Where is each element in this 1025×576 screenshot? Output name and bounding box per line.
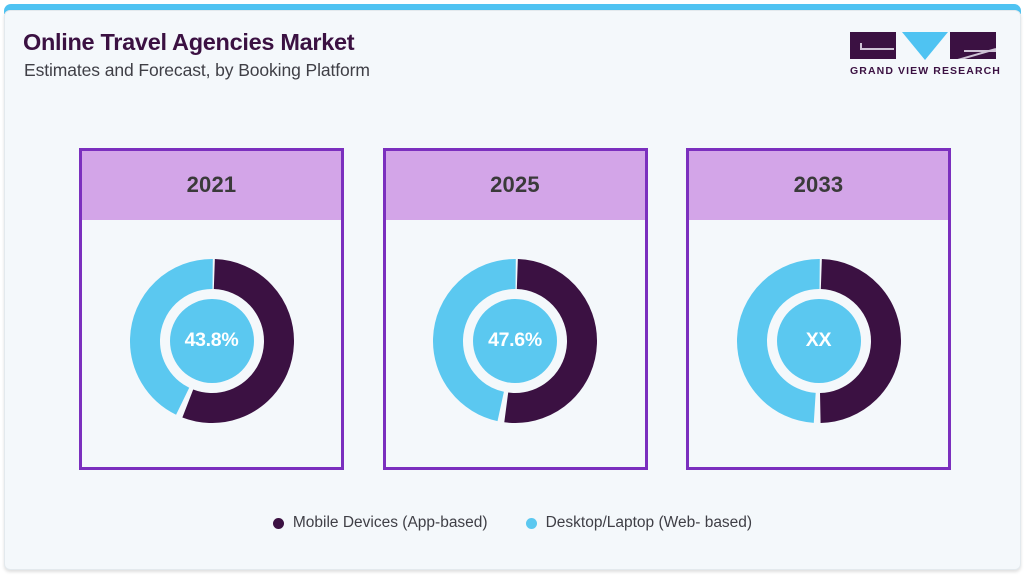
donut-card-group: 2021 43.8% bbox=[79, 148, 951, 470]
segment-desktop bbox=[433, 258, 597, 423]
donut-center-value: 47.6% bbox=[473, 298, 557, 383]
page-title: Online Travel Agencies Market bbox=[23, 29, 355, 55]
legend-label-mobile: Mobile Devices (App-based) bbox=[292, 514, 488, 531]
segment-desktop bbox=[736, 258, 901, 423]
donut-center-label: XX bbox=[805, 329, 832, 351]
logo-box-right-icon bbox=[950, 32, 996, 59]
segment-desktop bbox=[129, 258, 294, 423]
legend-label-desktop: Desktop/Laptop (Web- based) bbox=[545, 514, 753, 531]
donut-center-value: XX bbox=[776, 298, 861, 383]
card-body: XX bbox=[689, 220, 948, 467]
donut-svg bbox=[433, 258, 597, 423]
logo-triangle-down-icon bbox=[902, 32, 948, 60]
donut-card: 2033 XX bbox=[686, 148, 951, 470]
donut-svg bbox=[736, 258, 901, 423]
card-year-label: 2033 bbox=[793, 172, 844, 197]
card-year-label: 2021 bbox=[186, 172, 237, 197]
logo-marks bbox=[850, 29, 996, 61]
donut-segments bbox=[433, 258, 597, 423]
infographic-canvas: Online Travel Agencies Market Estimates … bbox=[4, 10, 1021, 570]
donut-center-label: 43.8% bbox=[184, 329, 239, 351]
logo-box-left-icon bbox=[850, 32, 896, 59]
card-header: 2021 bbox=[82, 151, 341, 220]
brand-logo: GRAND VIEW RESEARCH bbox=[850, 29, 1001, 87]
legend: Mobile Devices (App-based) Desktop/Lapto… bbox=[5, 514, 1020, 532]
legend-item-mobile: Mobile Devices (App-based) bbox=[272, 514, 488, 532]
legend-dot-mobile-icon bbox=[272, 517, 284, 529]
logo-wordmark: GRAND VIEW RESEARCH bbox=[850, 65, 1001, 77]
donut-center-value: 43.8% bbox=[169, 298, 254, 383]
page-subtitle: Estimates and Forecast, by Booking Platf… bbox=[24, 60, 370, 80]
card-header: 2025 bbox=[385, 151, 645, 220]
donut-card: 2025 47.6% bbox=[382, 148, 648, 470]
donut-segments bbox=[736, 258, 901, 423]
donut-chart: XX bbox=[736, 258, 901, 423]
donut-chart: 47.6% bbox=[433, 258, 597, 423]
card-body: 43.8% bbox=[82, 220, 341, 467]
donut-chart: 43.8% bbox=[129, 258, 294, 423]
card-year-label: 2025 bbox=[490, 172, 540, 197]
donut-segments bbox=[129, 258, 294, 423]
header: Online Travel Agencies Market Estimates … bbox=[5, 11, 1020, 107]
card-header: 2033 bbox=[689, 151, 948, 220]
card-body: 47.6% bbox=[386, 220, 645, 467]
donut-svg bbox=[129, 258, 294, 423]
segment-mobile bbox=[129, 258, 294, 423]
donut-card: 2021 43.8% bbox=[79, 148, 344, 470]
legend-item-desktop: Desktop/Laptop (Web- based) bbox=[525, 514, 753, 532]
top-accent-bar bbox=[4, 4, 1021, 14]
donut-center-label: 47.6% bbox=[488, 329, 542, 351]
legend-dot-desktop-icon bbox=[525, 517, 537, 529]
